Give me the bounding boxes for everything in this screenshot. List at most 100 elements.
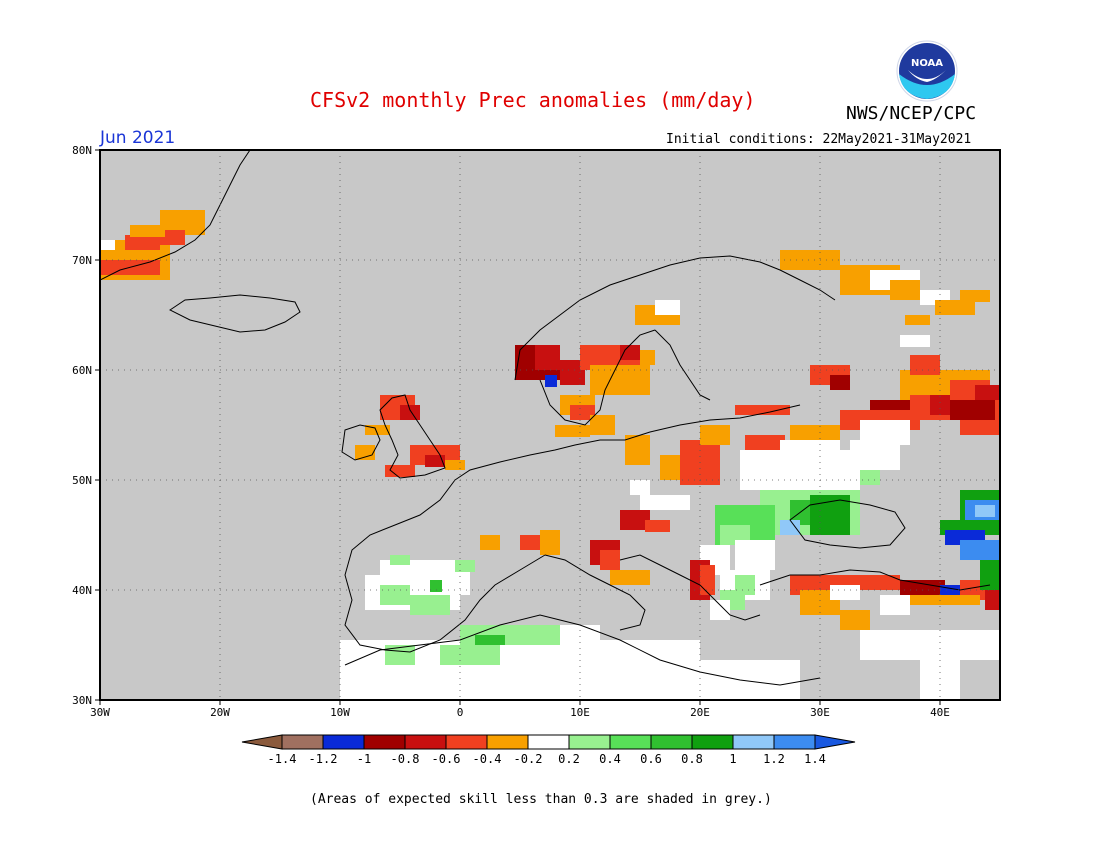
anomaly-cell xyxy=(980,560,1000,590)
anomaly-cell xyxy=(880,430,910,445)
anomaly-cell xyxy=(535,345,560,370)
lon-label-0: 0 xyxy=(456,706,464,719)
anomaly-cell xyxy=(700,565,715,595)
anomaly-cell xyxy=(365,425,390,435)
anomaly-cell xyxy=(710,600,730,620)
anomaly-cell xyxy=(445,460,465,470)
colorbar-swatch xyxy=(363,734,406,750)
anomaly-cell xyxy=(975,385,1000,400)
colorbar-tick-label: -1 xyxy=(356,752,372,766)
anomaly-cell xyxy=(735,540,775,570)
colorbar-swatch xyxy=(691,734,734,750)
anomaly-cell xyxy=(735,405,790,415)
anomaly-cell xyxy=(920,650,960,700)
anomaly-cell xyxy=(160,230,185,245)
colorbar-swatch xyxy=(568,734,611,750)
anomaly-cell xyxy=(425,455,445,467)
anomaly-cell xyxy=(910,595,980,605)
anomaly-cell xyxy=(940,585,960,595)
skill-footnote: (Areas of expected skill less than 0.3 a… xyxy=(310,792,772,807)
anomaly-cell xyxy=(380,585,410,605)
lon-label-30e: 30E xyxy=(810,706,830,719)
anomaly-cell xyxy=(780,520,800,535)
lat-label-80n: 80N xyxy=(72,144,92,157)
anomaly-cell xyxy=(935,300,975,315)
chart-title: CFSv2 monthly Prec anomalies (mm/day) xyxy=(310,88,756,112)
anomaly-cell xyxy=(625,435,650,465)
anomaly-cell xyxy=(590,415,615,435)
anomaly-cell xyxy=(400,405,420,420)
colorbar-tick-label: 0.2 xyxy=(558,752,580,766)
anomaly-cell xyxy=(410,595,450,615)
anomaly-cell xyxy=(975,505,995,517)
anomaly-cell xyxy=(390,555,410,565)
anomaly-cell xyxy=(860,470,880,485)
anomaly-cell xyxy=(700,660,800,700)
anomaly-cell xyxy=(430,580,442,592)
lat-label-60n: 60N xyxy=(72,364,92,377)
anomaly-cell xyxy=(610,570,650,585)
lon-label-20w: 20W xyxy=(210,706,230,719)
colorbar-swatch xyxy=(732,734,775,750)
anomaly-cell xyxy=(860,575,900,590)
anomaly-cell xyxy=(960,540,1000,560)
colorbar-tick-label: 1.2 xyxy=(763,752,785,766)
anomaly-cell xyxy=(745,435,785,450)
colorbar-tick-label: 0.8 xyxy=(681,752,703,766)
colorbar-tick-label: -1.2 xyxy=(308,752,338,766)
colorbar-swatch xyxy=(527,734,570,750)
colorbar-tick-label: -0.4 xyxy=(472,752,502,766)
anomaly-cell xyxy=(125,235,160,250)
anomaly-cell xyxy=(700,425,730,445)
anomaly-cell xyxy=(890,280,920,300)
lat-label-40n: 40N xyxy=(72,584,92,597)
anomaly-cell xyxy=(780,250,840,270)
colorbar-tick-label: 1 xyxy=(729,752,737,766)
anomaly-cell xyxy=(640,350,655,365)
colorbar-tick-label: -0.6 xyxy=(431,752,461,766)
lon-label-40e: 40E xyxy=(930,706,950,719)
anomaly-cell xyxy=(960,420,1000,435)
anomaly-cell xyxy=(385,465,415,477)
tick-marks xyxy=(95,149,941,705)
colorbar-swatch xyxy=(322,734,365,750)
anomaly-cell xyxy=(830,510,850,525)
colorbar-tick-label: -1.4 xyxy=(267,752,297,766)
colorbar-tick-label: 0.4 xyxy=(599,752,621,766)
lon-label-30w: 30W xyxy=(90,706,110,719)
noaa-logo: NOAA xyxy=(896,40,958,102)
colorbar-swatch xyxy=(281,734,324,750)
anomaly-cell xyxy=(540,530,560,555)
anomaly-cell xyxy=(830,585,860,600)
anomaly-cell xyxy=(905,315,930,325)
colorbar-arrow-left xyxy=(241,734,283,750)
anomaly-cell xyxy=(655,300,680,315)
colorbar-swatch xyxy=(609,734,652,750)
anomaly-cell xyxy=(555,425,590,437)
colorbar xyxy=(241,734,856,750)
colorbar-swatch xyxy=(445,734,488,750)
anomaly-map xyxy=(95,149,1001,705)
colorbar-tick-label: -0.8 xyxy=(390,752,420,766)
anomaly-cell xyxy=(900,580,945,595)
anomaly-cell xyxy=(645,520,670,532)
forecast-month: Jun 2021 xyxy=(100,128,176,148)
map-frame xyxy=(99,149,1001,701)
anomaly-cell xyxy=(600,550,620,570)
gridlines xyxy=(100,150,1000,700)
anomaly-cell xyxy=(780,440,840,460)
anomaly-cell xyxy=(545,375,557,387)
anomaly-cell xyxy=(830,375,850,390)
anomaly-cell xyxy=(455,560,475,572)
initial-conditions: Initial conditions: 22May2021-31May2021 xyxy=(666,132,972,147)
anomaly-cell xyxy=(960,290,990,302)
lat-label-70n: 70N xyxy=(72,254,92,267)
colorbar-tick-label: 0.6 xyxy=(640,752,662,766)
lon-label-20e: 20E xyxy=(690,706,710,719)
anomaly-cell xyxy=(840,610,870,630)
anomaly-cell xyxy=(910,355,940,375)
colorbar-swatch xyxy=(404,734,447,750)
anomaly-cell xyxy=(355,445,375,460)
colorbar-tick-label: 1.4 xyxy=(804,752,826,766)
colorbar-tick-label: -0.2 xyxy=(513,752,543,766)
